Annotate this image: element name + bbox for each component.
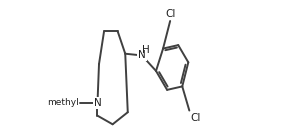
Text: Cl: Cl [165,9,175,19]
Text: N: N [94,98,102,108]
Text: Cl: Cl [191,113,201,123]
Text: H: H [142,45,150,55]
Text: methyl: methyl [47,98,79,107]
Text: N: N [138,50,146,60]
